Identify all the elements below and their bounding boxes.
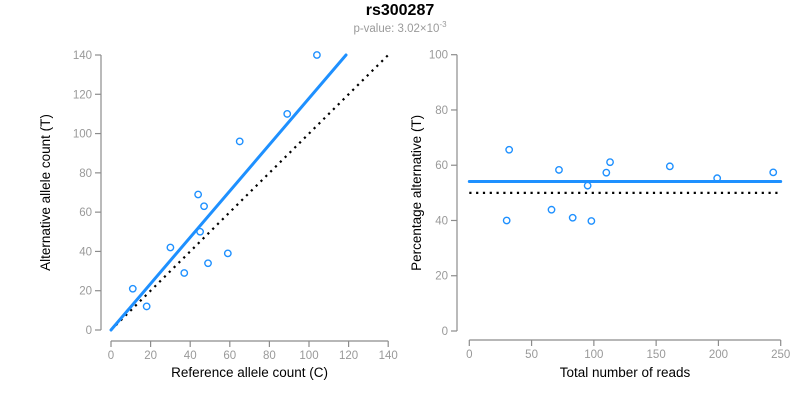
data-point <box>568 213 577 222</box>
data-point <box>505 145 514 154</box>
data-point <box>204 259 212 268</box>
data-point <box>200 202 208 211</box>
y-tick-label: 40 <box>79 246 92 258</box>
data-point <box>180 269 189 277</box>
y-tick-label: 140 <box>73 50 92 62</box>
x-tick-label: 100 <box>584 349 603 361</box>
x-tick-label: 120 <box>339 350 358 362</box>
y-tick-label: 80 <box>79 168 92 180</box>
data-point <box>194 190 203 199</box>
regression-line <box>109 53 348 332</box>
y-tick-label: 60 <box>435 160 448 172</box>
x-tick-label: 20 <box>144 350 157 362</box>
data-point <box>713 174 722 183</box>
y-axis-title: Percentage alternative (T) <box>409 115 424 271</box>
data-point <box>223 249 232 258</box>
x-tick-label: 150 <box>647 349 666 361</box>
y-tick-label: 120 <box>73 89 92 101</box>
p-value-prefix: p-value: <box>353 22 398 35</box>
data-point <box>547 205 556 214</box>
data-point <box>313 51 321 59</box>
y-tick-label: 20 <box>435 271 448 283</box>
x-axis-title: Reference allele count (C) <box>171 365 328 380</box>
data-point <box>196 227 205 236</box>
y-tick-label: 60 <box>79 207 92 219</box>
y-tick-label: 80 <box>435 105 448 117</box>
y-axis-title: Alternative allele count (T) <box>38 114 53 271</box>
y-tick-label: 0 <box>442 326 448 338</box>
identity-line <box>110 54 389 331</box>
x-axis-title: Total number of reads <box>560 365 691 380</box>
data-point <box>502 216 511 225</box>
x-tick-label: 40 <box>184 350 197 362</box>
x-tick-label: 60 <box>223 350 236 362</box>
data-point <box>128 284 137 293</box>
x-tick-label: 100 <box>299 350 318 362</box>
y-tick-label: 20 <box>79 286 92 298</box>
x-tick-label: 50 <box>525 349 538 361</box>
x-tick-label: 80 <box>263 350 276 362</box>
y-tick-label: 100 <box>429 50 448 62</box>
data-point <box>142 302 151 311</box>
data-point <box>769 168 778 177</box>
data-point <box>665 162 674 171</box>
x-tick-label: 0 <box>466 349 472 361</box>
data-point <box>602 168 611 177</box>
right-plot: 0 20 40 60 80 100 0 50 100 150 200 250 Total number … <box>409 50 790 380</box>
y-tick-label: 40 <box>435 215 448 227</box>
p-value-subtitle: p-value: 3.02×10-3 <box>0 20 800 35</box>
p-value-base: 3.02×10 <box>397 22 440 35</box>
x-tick-label: 140 <box>379 350 398 362</box>
y-tick-label: 100 <box>73 129 92 141</box>
data-point <box>555 166 563 174</box>
data-point <box>283 110 292 118</box>
p-value-exponent: -3 <box>439 20 447 29</box>
data-point <box>587 217 596 225</box>
y-tick-label: 0 <box>86 325 92 337</box>
left-plot: 0 20 40 60 80 100 120 140 0 20 40 60 80 100 120 140 Refe… <box>38 50 398 380</box>
x-tick-label: 0 <box>108 350 114 362</box>
data-point <box>166 243 175 252</box>
data-point <box>235 137 244 146</box>
x-tick-label: 200 <box>709 349 728 361</box>
page-title: rs300287 <box>365 2 435 19</box>
data-point <box>606 158 614 167</box>
data-point <box>583 181 592 190</box>
x-tick-label: 250 <box>771 349 790 361</box>
